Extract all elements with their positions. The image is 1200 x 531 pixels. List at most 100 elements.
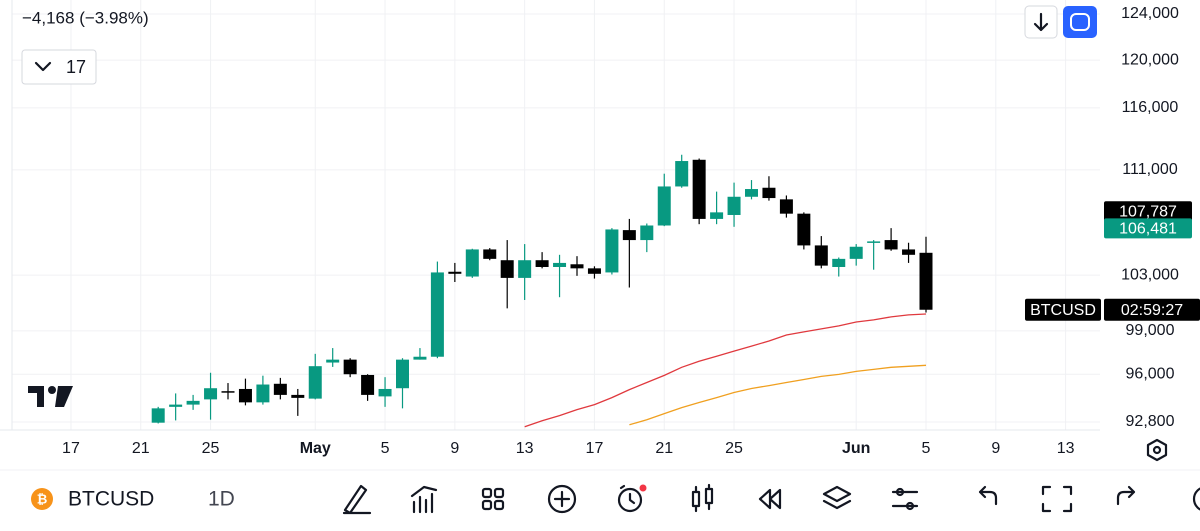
candle-body <box>430 272 444 357</box>
y-tick-label: 99,000 <box>1126 322 1175 339</box>
candle-body <box>762 187 776 199</box>
candle-body <box>587 268 601 274</box>
candle-body <box>326 359 340 363</box>
layout-icon[interactable] <box>481 487 505 511</box>
x-tick-label: 21 <box>132 440 150 457</box>
y-tick-label: 124,000 <box>1121 5 1179 22</box>
symbol-tag: BTCUSD <box>1030 302 1096 319</box>
countdown: 02:59:27 <box>1121 302 1183 319</box>
x-tick-label: 9 <box>991 440 1000 457</box>
x-tick-label: 9 <box>450 440 459 457</box>
y-tick-label: 116,000 <box>1122 99 1179 116</box>
candle-body <box>692 159 706 219</box>
candle-body <box>448 271 462 274</box>
candle-body <box>832 258 846 267</box>
candle-body <box>779 199 793 214</box>
candle-body <box>640 225 654 241</box>
fullscreen-icon[interactable] <box>1041 485 1073 513</box>
y-tick-label: 120,000 <box>1121 51 1179 68</box>
x-tick-label: Jun <box>842 440 870 457</box>
candle-body <box>204 388 218 400</box>
tradingview-logo <box>28 386 73 407</box>
candle-body <box>657 186 671 226</box>
price-marker <box>1104 201 1192 222</box>
candle-body <box>710 212 724 219</box>
x-tick-label: 21 <box>655 440 673 457</box>
price-marker-label: 107,787 <box>1119 203 1177 220</box>
draw-icon[interactable] <box>342 484 372 515</box>
candle-body <box>308 366 322 399</box>
candle-body <box>745 189 758 197</box>
y-tick-label: 103,000 <box>1121 266 1179 283</box>
undo-icon[interactable] <box>978 485 998 506</box>
sync-icon <box>1070 13 1090 31</box>
symbol-tag-box <box>1025 298 1101 321</box>
settings-icon-dot <box>1152 445 1162 455</box>
candle-body <box>884 240 898 250</box>
candle-body <box>814 245 828 266</box>
bitcoin-icon <box>31 488 53 510</box>
candle-body <box>553 262 567 267</box>
candle-body <box>500 260 514 278</box>
candle-body <box>343 359 357 375</box>
candle-body <box>518 260 532 278</box>
chevron-icon <box>34 61 52 72</box>
replay-icon[interactable] <box>758 488 782 510</box>
candle-body <box>727 196 741 215</box>
candles-icon[interactable] <box>691 483 714 513</box>
candle-body <box>238 388 252 403</box>
candle-body <box>849 246 863 259</box>
toolbar-icons <box>342 483 1200 515</box>
price-marker <box>1104 218 1192 239</box>
x-tick-label: 17 <box>62 440 80 457</box>
price-marker-label: 106,481 <box>1119 221 1177 238</box>
sync-button[interactable] <box>1063 6 1097 38</box>
candle-body <box>361 374 375 395</box>
layers-icon[interactable] <box>822 485 852 510</box>
candle-body <box>256 384 270 403</box>
x-tick-label: 5 <box>381 440 390 457</box>
bitcoin-glyph: ₿ <box>37 491 48 506</box>
candle-body <box>396 359 409 389</box>
candle-body <box>675 161 689 187</box>
x-tick-label: May <box>300 440 331 457</box>
x-tick-label: 5 <box>922 440 931 457</box>
x-tick-label: 13 <box>516 440 534 457</box>
dropdown-value: 17 <box>66 57 86 77</box>
redo-icon[interactable] <box>1116 485 1136 506</box>
alert-dot <box>639 484 647 492</box>
moving-average-line <box>629 364 927 426</box>
countdown-box <box>1104 298 1200 321</box>
candle-body <box>570 264 584 269</box>
more-icon[interactable] <box>1192 487 1200 511</box>
candle-body <box>413 356 427 360</box>
candle-body <box>605 229 619 273</box>
toolbar-interval[interactable]: 1D <box>208 488 235 511</box>
down-arrow-icon <box>1033 12 1049 32</box>
candle-body <box>221 391 235 393</box>
add-icon[interactable] <box>547 484 577 514</box>
candle-body <box>483 249 497 259</box>
alert-icon[interactable] <box>617 484 643 513</box>
candle-body <box>867 241 881 243</box>
toolbar-symbol[interactable]: BTCUSD <box>68 488 154 511</box>
x-tick-label: 13 <box>1057 440 1075 457</box>
candle-body <box>186 400 200 405</box>
candle-body <box>465 249 479 277</box>
y-tick-label: 111,000 <box>1122 161 1178 178</box>
candle-body <box>622 230 636 241</box>
indicators-icon[interactable] <box>410 485 438 514</box>
candle-body <box>919 252 933 310</box>
candle-body <box>902 249 916 255</box>
x-tick-label: 17 <box>586 440 604 457</box>
settings-icon[interactable] <box>1146 438 1168 462</box>
x-tick-label: 25 <box>202 440 220 457</box>
candle-body <box>378 388 392 397</box>
dropdown[interactable] <box>21 49 97 85</box>
candle-body <box>291 394 305 398</box>
change-text: −4,168 (−3.98%) <box>22 8 149 27</box>
settings-sliders-icon[interactable] <box>891 487 919 511</box>
y-tick-label: 92,800 <box>1126 413 1175 430</box>
